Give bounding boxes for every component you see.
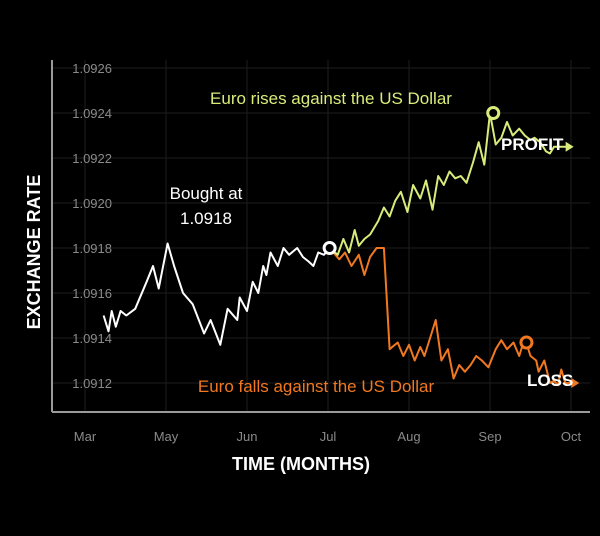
bought-label-line1: Bought at bbox=[170, 184, 243, 203]
x-tick-label: Oct bbox=[561, 429, 582, 444]
profit-arrow-head bbox=[565, 141, 574, 152]
y-tick-label: 1.0912 bbox=[72, 376, 112, 391]
loss-caption: Euro falls against the US Dollar bbox=[198, 377, 435, 396]
series-lines bbox=[102, 112, 567, 387]
y-tick-label: 1.0922 bbox=[72, 151, 112, 166]
loss-arrow-head bbox=[571, 378, 580, 388]
grid-lines bbox=[52, 60, 590, 412]
y-tick-label: 1.0920 bbox=[72, 196, 112, 211]
x-tick-label: Sep bbox=[478, 429, 501, 444]
profit_point-marker bbox=[486, 106, 501, 120]
profit-series-line bbox=[328, 112, 560, 256]
bought-marker bbox=[322, 241, 337, 255]
x-tick-labels: Mar May Jun Jul Aug Sep Oct bbox=[74, 429, 582, 444]
end-arrows bbox=[557, 141, 580, 388]
loss-end-label: LOSS bbox=[527, 371, 573, 390]
x-tick-label: Jul bbox=[320, 429, 337, 444]
x-tick-label: Mar bbox=[74, 429, 97, 444]
y-tick-label: 1.0916 bbox=[72, 286, 112, 301]
y-tick-label: 1.0924 bbox=[72, 106, 112, 121]
profit-caption: Euro rises against the US Dollar bbox=[210, 89, 452, 108]
bought-label-line2: 1.0918 bbox=[180, 209, 232, 228]
y-axis-title: EXCHANGE RATE bbox=[24, 175, 44, 330]
y-tick-label: 1.0914 bbox=[72, 331, 112, 346]
y-tick-label: 1.0926 bbox=[72, 61, 112, 76]
loss_point-marker bbox=[519, 335, 534, 350]
profit-end-label: PROFIT bbox=[501, 135, 564, 154]
x-tick-label: May bbox=[154, 429, 179, 444]
base-series-line bbox=[102, 242, 331, 346]
y-tick-label: 1.0918 bbox=[72, 241, 112, 256]
loss-series-line bbox=[328, 247, 567, 387]
y-tick-labels: 1.0926 1.0924 1.0922 1.0920 1.0918 1.0916 1.09… bbox=[72, 61, 112, 391]
x-axis-title: TIME (MONTHS) bbox=[232, 454, 370, 474]
x-tick-label: Aug bbox=[397, 429, 420, 444]
x-tick-label: Jun bbox=[237, 429, 258, 444]
markers bbox=[322, 106, 534, 350]
